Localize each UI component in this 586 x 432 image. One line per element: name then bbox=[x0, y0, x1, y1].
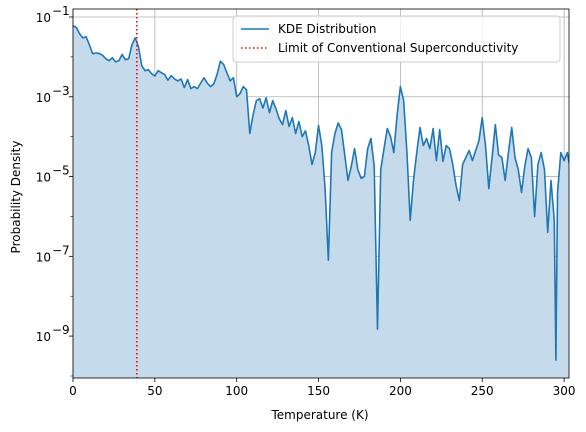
x-axis-ticks: 0 50 100 150 200 250 300 bbox=[69, 378, 576, 398]
x-axis-label: Temperature (K) bbox=[270, 408, 368, 422]
y-axis-label: Probability Density bbox=[9, 141, 23, 254]
y-tick-exponent: −3 bbox=[52, 84, 70, 98]
y-tick-base: 10 bbox=[36, 11, 51, 25]
x-tick-label: 300 bbox=[553, 384, 576, 398]
y-tick-label: 10 −1 bbox=[36, 4, 70, 25]
y-tick-label: 10−7 bbox=[36, 243, 70, 264]
x-tick-label: 50 bbox=[147, 384, 162, 398]
y-tick-base: 10 bbox=[36, 91, 51, 105]
y-tick-label: 10 −9 bbox=[36, 323, 70, 344]
y-tick-base: 10 bbox=[36, 171, 51, 185]
legend-box bbox=[232, 15, 561, 63]
x-tick-label: 250 bbox=[471, 384, 494, 398]
y-tick-exponent: −5 bbox=[52, 164, 70, 178]
y-tick-label: 10 −5 bbox=[36, 164, 70, 185]
y-axis-ticks: 10−110−310 −510−710 −9 bbox=[36, 4, 73, 377]
legend-kde-label: KDE Distribution bbox=[278, 22, 377, 36]
kde-area-fill bbox=[73, 25, 569, 378]
kde-line bbox=[73, 25, 569, 361]
plot-frame bbox=[72, 8, 570, 379]
legend-limit-label: Limit of Conventional Superconductivity bbox=[278, 41, 518, 55]
y-tick-exponent: −1 bbox=[52, 4, 70, 18]
y-tick-exponent: −9 bbox=[52, 323, 70, 337]
x-tick-label: 200 bbox=[389, 384, 412, 398]
x-tick-label: 0 bbox=[69, 384, 77, 398]
x-tick-label: 150 bbox=[307, 384, 330, 398]
legend: KDE Distribution Limit of Conventional S… bbox=[232, 15, 561, 63]
x-tick-label: 100 bbox=[225, 384, 248, 398]
y-tick-label: 10 −3 bbox=[36, 84, 70, 105]
y-tick-exponent: −7 bbox=[52, 243, 70, 257]
y-tick-base: 10 bbox=[36, 330, 51, 344]
y-tick-base: 10 bbox=[36, 250, 51, 264]
